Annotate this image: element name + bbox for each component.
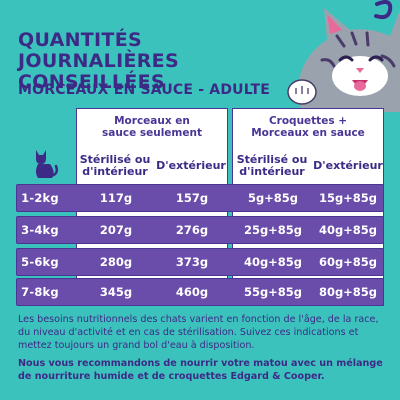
- col-outdoor-2: D'extérieur: [313, 159, 383, 172]
- cell-value: 460g: [175, 285, 209, 299]
- feeding-table: Morceaux en sauce seulement Croquettes +…: [16, 108, 384, 306]
- col-indoor-2: Stérilisé ou d'intérieur: [232, 154, 312, 178]
- note-recommendation: Nous vous recommandons de nourrir votre …: [18, 358, 383, 382]
- table-row: 5-6kg 280g 373g 40g+85g 60g+85g: [16, 248, 384, 276]
- cell-value: 117g: [99, 191, 133, 205]
- cell-value: 207g: [99, 223, 133, 237]
- col-indoor-1: Stérilisé ou d'intérieur: [76, 154, 154, 178]
- cell-value: 55g+85g: [243, 285, 303, 299]
- page-title: QUANTITÉS JOURNALIÈRES CONSEILLÉES: [18, 30, 288, 93]
- cell-value: 40g+85g: [243, 255, 303, 269]
- cell-value: 80g+85g: [318, 285, 378, 299]
- notes-section: Les besoins nutritionnels des chats vari…: [18, 313, 388, 388]
- table-row: 3-4kg 207g 276g 25g+85g 40g+85g: [16, 216, 384, 244]
- row-weight: 3-4kg: [21, 223, 59, 237]
- table-row: 1-2kg 117g 157g 5g+85g 15g+85g: [16, 184, 384, 212]
- note-nutrition: Les besoins nutritionnels des chats vari…: [18, 314, 379, 351]
- group1-line1: Morceaux en: [114, 115, 190, 127]
- col-outdoor-1: D'extérieur: [156, 159, 226, 172]
- col-indoor-1-l2: d'intérieur: [82, 165, 148, 178]
- cell-value: 40g+85g: [318, 223, 378, 237]
- cat-silhouette-icon: [36, 150, 59, 178]
- title-line-2: CONSEILLÉES: [18, 71, 165, 93]
- group1-line2: sauce seulement: [102, 127, 202, 139]
- table-row: 7-8kg 345g 460g 55g+85g 80g+85g: [16, 278, 384, 306]
- title-line-1: QUANTITÉS JOURNALIÈRES: [18, 29, 179, 72]
- group-kibble-sauce-header: Croquettes + Morceaux en sauce: [233, 109, 383, 139]
- cell-value: 25g+85g: [243, 223, 303, 237]
- group2-line2: Morceaux en sauce: [251, 127, 365, 139]
- cell-value: 157g: [175, 191, 209, 205]
- group-sauce-only-header: Morceaux en sauce seulement: [77, 109, 227, 139]
- col-indoor-2-l1: Stérilisé ou: [236, 153, 308, 166]
- cell-value: 280g: [99, 255, 133, 269]
- cell-value: 5g+85g: [247, 191, 299, 205]
- cell-value: 60g+85g: [318, 255, 378, 269]
- cell-value: 345g: [99, 285, 133, 299]
- cell-value: 15g+85g: [318, 191, 378, 205]
- row-weight: 7-8kg: [21, 285, 59, 299]
- col-indoor-2-l2: d'intérieur: [239, 165, 305, 178]
- row-weight: 5-6kg: [21, 255, 59, 269]
- cell-value: 276g: [175, 223, 209, 237]
- cell-value: 373g: [175, 255, 209, 269]
- group2-line1: Croquettes +: [268, 115, 348, 127]
- cat-illustration: [287, 0, 400, 112]
- row-weight: 1-2kg: [21, 191, 59, 205]
- page-subtitle: MORCEAUX EN SAUCE - ADULTE: [18, 82, 271, 98]
- col-indoor-1-l1: Stérilisé ou: [79, 153, 151, 166]
